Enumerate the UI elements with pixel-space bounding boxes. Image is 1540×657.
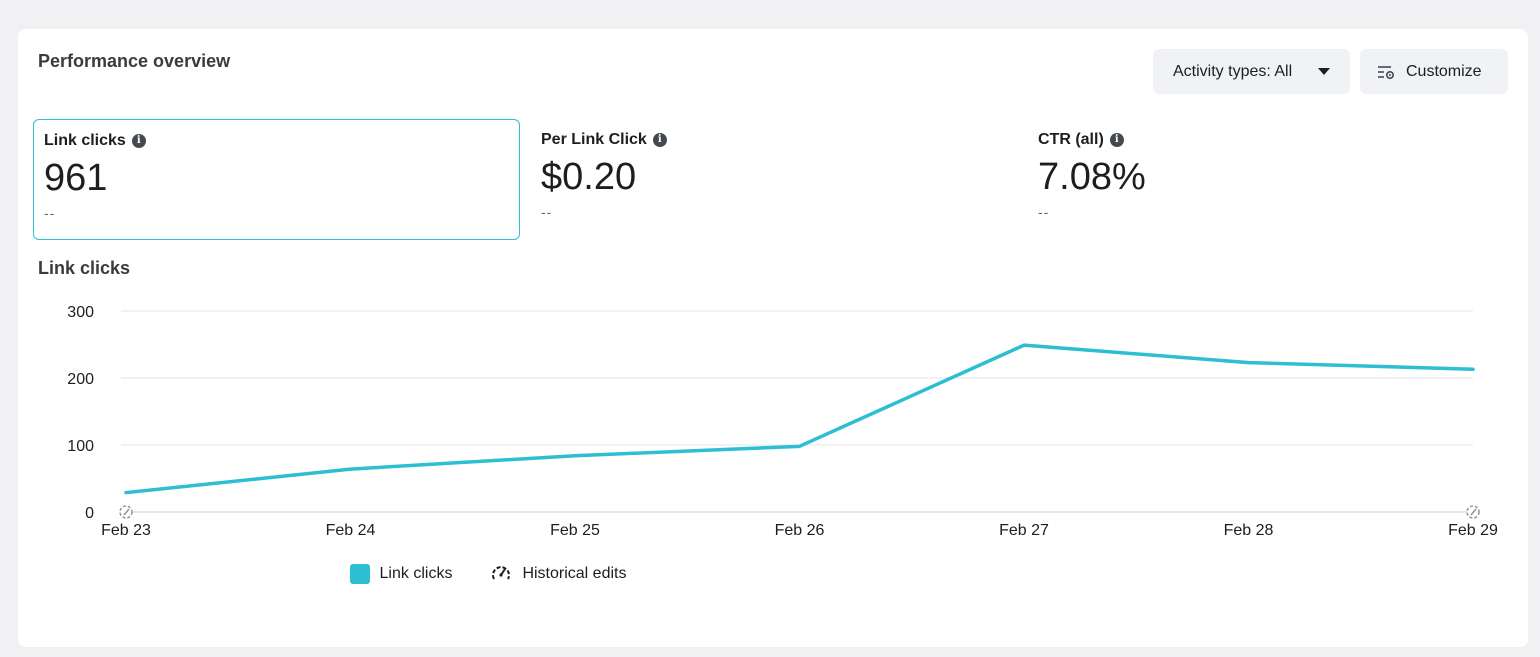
x-tick-label: Feb 27: [999, 522, 1049, 539]
activity-types-dropdown[interactable]: Activity types: All: [1153, 49, 1350, 94]
chart-legend: Link clicks Historical edits: [18, 563, 958, 585]
info-icon[interactable]: i: [652, 133, 667, 147]
metric-label-row: CTR (all) i: [1038, 129, 1504, 151]
metric-label-row: Per Link Click i: [541, 129, 1007, 151]
metric-ctr-all[interactable]: CTR (all) i 7.08% --: [1027, 119, 1514, 240]
metric-per-link-click[interactable]: Per Link Click i $0.20 --: [530, 119, 1017, 240]
card-title: Performance overview: [38, 51, 231, 71]
x-tick-label: Feb 28: [1224, 522, 1274, 539]
historical-edit-marker-icon[interactable]: [119, 505, 133, 519]
legend-label: Historical edits: [522, 565, 627, 582]
x-tick-label: Feb 24: [326, 522, 376, 539]
legend-item-link-clicks[interactable]: Link clicks: [349, 564, 453, 584]
legend-item-historical-edits[interactable]: Historical edits: [490, 563, 626, 585]
metric-label: Link clicks: [44, 132, 126, 149]
x-tick-label: Feb 26: [775, 522, 825, 539]
metric-label: Per Link Click: [541, 131, 647, 148]
x-tick-label: Feb 23: [101, 522, 151, 539]
x-tick-label: Feb 29: [1448, 522, 1498, 539]
legend-label: Link clicks: [379, 565, 453, 582]
y-tick-label: 200: [67, 371, 94, 388]
historical-edit-marker-icon[interactable]: [1466, 505, 1480, 519]
metric-change: --: [1038, 204, 1050, 220]
metric-label-row: Link clicks i: [44, 130, 509, 152]
customize-button[interactable]: Customize: [1360, 49, 1508, 94]
metric-value: 961: [44, 157, 108, 199]
customize-settings-icon: [1378, 65, 1395, 79]
y-tick-label: 300: [67, 304, 94, 321]
info-icon[interactable]: i: [1109, 133, 1124, 147]
chart-title: Link clicks: [38, 258, 131, 278]
x-tick-label: Feb 25: [550, 522, 600, 539]
activity-types-label: Activity types: All: [1173, 62, 1293, 80]
series-line-link-clicks: [124, 343, 1475, 495]
metric-value: 7.08%: [1038, 156, 1146, 198]
legend-swatch: [349, 564, 370, 584]
performance-overview-card: Performance overview Activity types: All…: [18, 29, 1528, 647]
customize-label: Customize: [1406, 62, 1482, 80]
y-tick-label: 100: [67, 438, 94, 455]
metric-change: --: [541, 204, 553, 220]
metric-change: --: [44, 205, 56, 221]
historical-edits-icon: [492, 566, 511, 580]
chevron-down-icon: [1318, 68, 1330, 75]
info-icon[interactable]: i: [131, 134, 146, 148]
metric-link-clicks[interactable]: Link clicks i 961 --: [33, 119, 520, 240]
metric-label: CTR (all): [1038, 131, 1104, 148]
link-clicks-chart: 0 100 200 300 Feb 23 Feb 24 Feb 25 Feb 26 Feb 27…: [67, 304, 1498, 539]
y-tick-label: 0: [85, 505, 94, 522]
metric-value: $0.20: [541, 156, 637, 198]
